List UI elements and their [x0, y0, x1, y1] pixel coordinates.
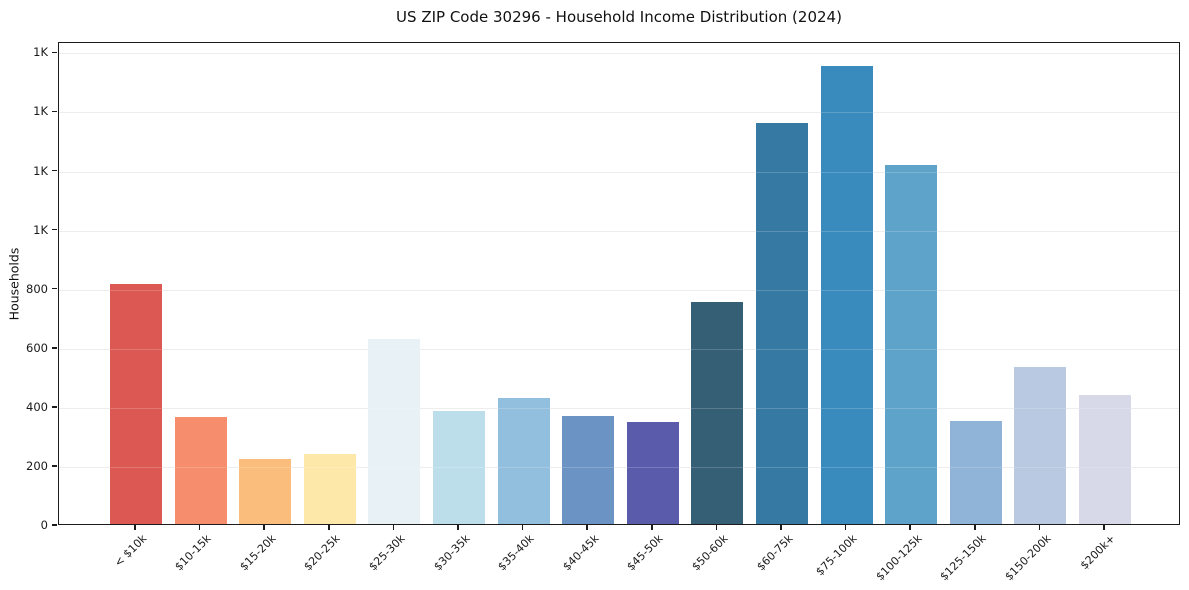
xtick-label-0: < $10k: [111, 532, 150, 570]
xtick-mark-7: [586, 525, 588, 530]
ytick-mark-0: [52, 524, 57, 526]
xtick-mark-8: [651, 525, 653, 530]
ytick-label-1200: 1K: [33, 163, 48, 178]
xtick-label-8: $45-50k: [624, 532, 667, 574]
xtick-mark-11: [844, 525, 847, 530]
gridline-600: [59, 348, 1179, 350]
xtick-label-1: $10-15k: [172, 532, 214, 574]
gridline-1400: [59, 112, 1179, 114]
gridline-1000: [59, 230, 1179, 232]
xtick-label-14: $150-200k: [1002, 532, 1054, 584]
ytick-mark-1600: [52, 51, 57, 54]
ytick-mark-400: [52, 406, 57, 408]
gridline-overlay-1600: [59, 53, 1179, 55]
plot-area: [58, 42, 1180, 525]
ytick-mark-600: [52, 347, 57, 349]
xtick-mark-4: [392, 525, 395, 530]
ytick-label-1400: 1K: [33, 104, 48, 119]
xtick-label-13: $125-150k: [937, 532, 990, 584]
xtick-mark-15: [1103, 525, 1105, 530]
xtick-label-4: $25-30k: [366, 532, 408, 574]
xtick-label-6: $35-40k: [495, 532, 537, 574]
bar-15-20k: [239, 459, 292, 524]
gridline-400: [59, 407, 1179, 409]
xtick-label-15: $200k+: [1078, 532, 1119, 573]
bar-45-50k: [626, 422, 679, 524]
bar-60-75k: [756, 122, 808, 524]
bar-20-25k: [303, 454, 356, 524]
xtick-mark-2: [263, 525, 265, 530]
xtick-label-2: $15-20k: [237, 532, 279, 574]
bar-150-200k: [1014, 367, 1067, 524]
xtick-mark-5: [457, 525, 459, 530]
xtick-mark-6: [521, 525, 524, 530]
xtick-mark-1: [198, 525, 201, 530]
gridline-1600: [59, 53, 1179, 55]
bar-125-150k: [949, 420, 1002, 524]
bar-35-40k: [497, 397, 550, 524]
ytick-label-0: 0: [40, 518, 48, 532]
gridline-overlay-400: [59, 407, 1179, 409]
gridline-200: [59, 466, 1179, 468]
xtick-label-10: $60-75k: [753, 532, 796, 574]
xtick-label-12: $100-125k: [873, 532, 925, 584]
ytick-mark-800: [52, 287, 57, 290]
ytick-label-200: 200: [26, 458, 48, 473]
bar-200k+: [1079, 394, 1131, 524]
gridline-overlay-1200: [59, 171, 1179, 173]
xtick-mark-9: [715, 525, 718, 530]
gridline-1200: [59, 171, 1179, 173]
gridline-overlay-1400: [59, 112, 1179, 114]
xtick-label-3: $20-25k: [301, 532, 344, 574]
xtick-label-9: $50-60k: [689, 532, 731, 574]
xtick-mark-14: [1038, 525, 1041, 530]
gridline-800: [59, 289, 1179, 291]
bar-50-60k: [691, 301, 744, 524]
gridline-overlay-1000: [59, 230, 1179, 232]
ytick-mark-1000: [52, 228, 57, 231]
ytick-label-800: 800: [26, 281, 48, 296]
xtick-mark-3: [328, 525, 330, 530]
bar-10k: [110, 284, 162, 524]
xtick-label-7: $40-45k: [560, 532, 602, 574]
ytick-label-400: 400: [26, 399, 48, 414]
xtick-label-11: $75-100k: [813, 532, 860, 579]
xtick-mark-0: [134, 525, 136, 530]
bar-25-30k: [368, 339, 421, 524]
gridline-overlay-600: [59, 348, 1179, 350]
gridline-overlay-800: [59, 289, 1179, 291]
xtick-mark-10: [780, 525, 782, 530]
xtick-mark-12: [909, 525, 911, 530]
xtick-mark-13: [974, 525, 976, 530]
ytick-label-1000: 1K: [33, 222, 48, 237]
bar-100-125k: [885, 164, 938, 524]
chart-title: US ZIP Code 30296 - Household Income Dis…: [396, 8, 842, 26]
ytick-mark-200: [52, 465, 57, 467]
bar-30-35k: [433, 410, 485, 524]
bar-75-100k: [820, 66, 873, 524]
ytick-label-600: 600: [26, 340, 48, 355]
xtick-label-5: $30-35k: [430, 532, 473, 574]
gridline-overlay-200: [59, 466, 1179, 468]
bar-40-45k: [562, 415, 615, 524]
bar-10-15k: [174, 417, 227, 524]
ytick-mark-1200: [52, 169, 57, 172]
ytick-label-1600: 1K: [33, 45, 48, 60]
ytick-mark-1400: [52, 110, 57, 113]
